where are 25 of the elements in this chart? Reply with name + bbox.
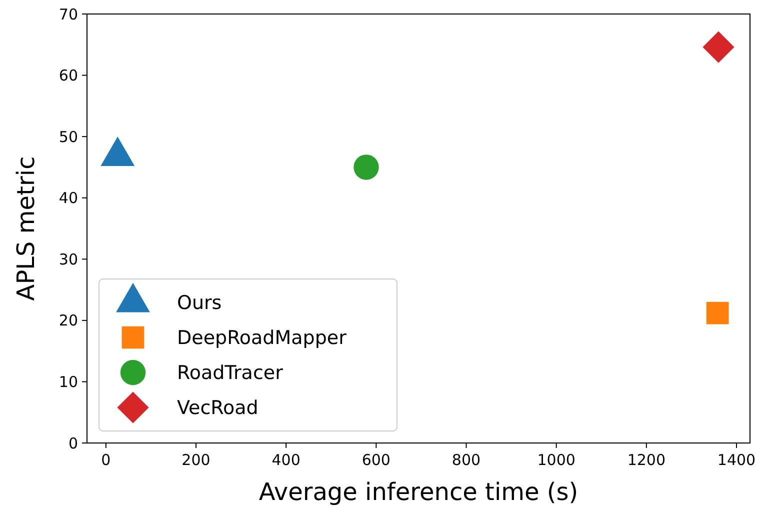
x-tick-label: 1200 [627,451,666,469]
point [354,154,379,180]
y-tick-label: 20 [58,312,78,330]
x-tick-label: 0 [101,451,111,469]
x-tick-label: 800 [452,451,481,469]
x-tick-label: 1000 [537,451,576,469]
y-tick-label: 60 [58,66,78,85]
x-tick-label: 600 [362,451,390,469]
legend-label: Ours [177,292,222,314]
point [702,31,734,63]
y-tick-label: 30 [58,250,78,268]
y-tick-label: 40 [58,189,78,208]
y-tick-label: 50 [58,128,78,146]
y-tick-label: 10 [58,372,78,391]
y-tick-label: 0 [68,434,78,452]
y-tick-label: 70 [58,5,78,24]
x-tick-label: 400 [272,451,300,469]
legend-label: RoadTracer [177,362,284,384]
x-axis-title: Average inference time (s) [258,478,578,506]
x-tick-label: 1400 [717,451,756,469]
x-tick-label: 200 [182,451,210,469]
legend-label: VecRoad [177,397,258,420]
point [706,302,729,324]
y-axis-title: APLS metric [12,156,40,301]
legend-label: DeepRoadMapper [177,327,347,350]
